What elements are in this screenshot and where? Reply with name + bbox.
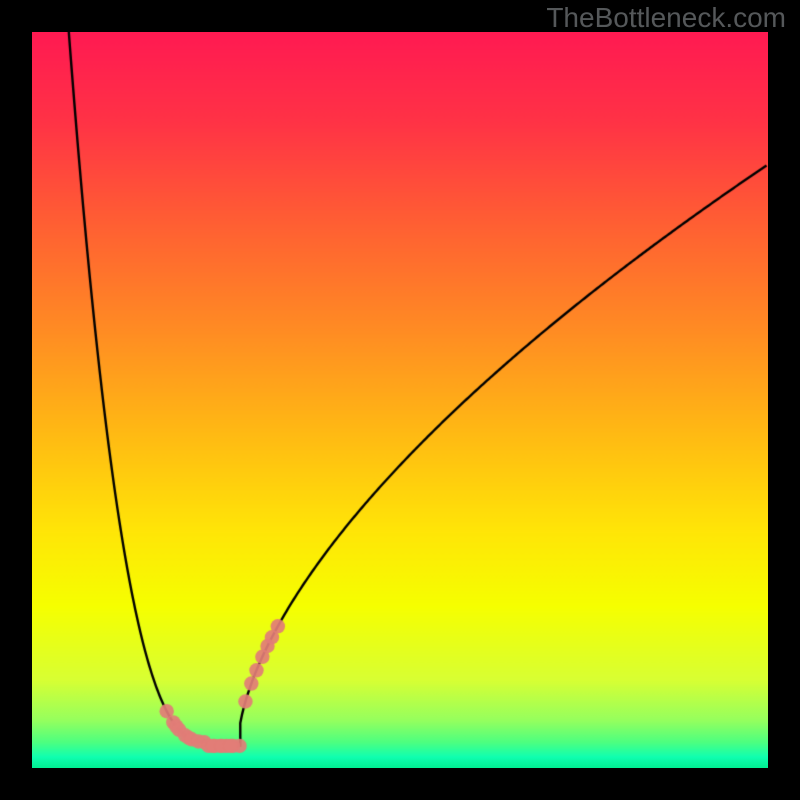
watermark-text: TheBottleneck.com [546, 2, 786, 34]
bottleneck-curve-chart [32, 32, 768, 768]
chart-stage: TheBottleneck.com [0, 0, 800, 800]
